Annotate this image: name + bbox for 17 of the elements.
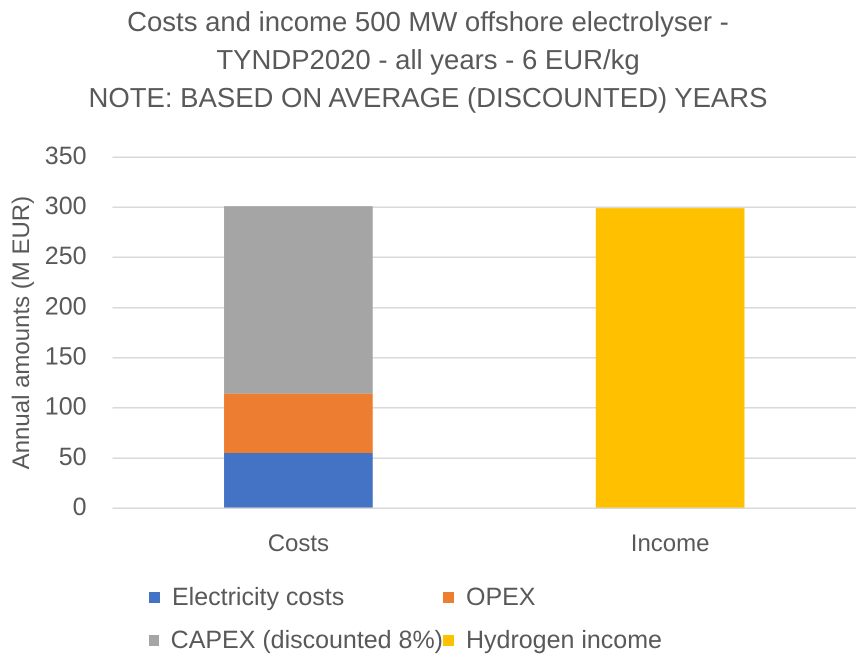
chart-title: Costs and income 500 MW offshore electrolyser - TYNDP2020 - all years - 6 EUR/kg [126,5,730,77]
y-tick-label: 150 [44,342,87,371]
y-tick-label: 250 [44,242,87,270]
legend-label: CAPEX (discounted 8%) [170,626,443,655]
y-axis-title: Annual amounts (M EUR) [8,196,36,470]
legend-label: OPEX [466,583,536,612]
y-tick-label: 100 [44,392,87,421]
x-tick-label: Income [630,530,710,558]
x-tick-label: Costs [268,530,330,558]
y-tick-label: 50 [58,442,87,471]
y-tick-label: 200 [44,292,87,320]
y-tick-label: 0 [72,493,87,522]
y-tick-label: 300 [44,192,87,220]
chart-subtitle: NOTE: BASED ON AVERAGE (DISCOUNTED) YEARS [88,81,768,115]
y-tick-label: 350 [44,142,87,170]
legend-label: Electricity costs [172,583,344,612]
legend-label: Hydrogen income [466,626,662,655]
